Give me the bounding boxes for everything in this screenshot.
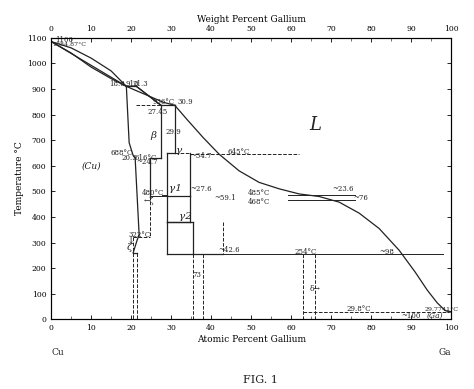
Text: 27.45: 27.45 <box>147 108 167 116</box>
Text: 29.7741°C: 29.7741°C <box>424 307 458 312</box>
Text: 468°C: 468°C <box>248 198 270 206</box>
Text: 480°C: 480°C <box>142 189 164 197</box>
Text: ↓: ↓ <box>127 236 135 245</box>
Text: 910: 910 <box>125 80 139 88</box>
Text: 616°C: 616°C <box>134 154 156 162</box>
Text: ~42.6: ~42.6 <box>219 246 240 254</box>
Text: ~23.6: ~23.6 <box>332 185 354 193</box>
Text: γ2: γ2 <box>179 212 191 221</box>
Text: ~24.7: ~24.7 <box>137 158 158 166</box>
Text: γ1: γ1 <box>169 184 182 193</box>
Text: ~98: ~98 <box>380 248 395 256</box>
Text: ←ζ: ←ζ <box>144 197 155 205</box>
Y-axis label: Temperature °C: Temperature °C <box>15 142 24 216</box>
Text: 30.9: 30.9 <box>177 98 193 106</box>
X-axis label: Weight Percent Gallium: Weight Percent Gallium <box>197 15 306 24</box>
Text: 485°C: 485°C <box>248 189 270 197</box>
Text: ζ: ζ <box>127 243 132 252</box>
Text: 1084.87°C: 1084.87°C <box>52 42 86 47</box>
Text: L: L <box>309 116 321 134</box>
Text: (Ga): (Ga) <box>427 312 444 320</box>
Text: Ga: Ga <box>438 348 451 357</box>
Text: 73: 73 <box>193 271 201 279</box>
Text: δ→: δ→ <box>310 285 320 293</box>
Text: Cu: Cu <box>51 348 64 357</box>
Text: ~100: ~100 <box>401 312 421 320</box>
Text: 1100: 1100 <box>55 36 73 44</box>
Text: 645°C: 645°C <box>227 148 249 156</box>
Text: FIG. 1: FIG. 1 <box>243 375 278 385</box>
Text: 254°C: 254°C <box>294 248 316 256</box>
Text: ~59.1: ~59.1 <box>214 194 236 202</box>
Text: 29.9: 29.9 <box>165 128 181 137</box>
Text: ~76: ~76 <box>354 194 369 202</box>
Text: (Cu): (Cu) <box>82 161 101 170</box>
Text: γ: γ <box>176 146 182 155</box>
Text: 21.3: 21.3 <box>132 80 148 88</box>
Text: 29.8°C: 29.8°C <box>347 305 372 313</box>
Text: 322°C: 322°C <box>128 231 150 239</box>
Text: 18.8: 18.8 <box>109 80 125 88</box>
X-axis label: Atomic Percent Gallium: Atomic Percent Gallium <box>197 335 306 344</box>
Text: 20.5: 20.5 <box>121 154 137 162</box>
Text: ~34.7: ~34.7 <box>191 152 212 160</box>
Text: 688°C: 688°C <box>110 149 132 158</box>
Text: 936°C: 936°C <box>152 98 174 106</box>
Text: ~27.6: ~27.6 <box>191 185 212 193</box>
Text: β: β <box>150 130 156 140</box>
